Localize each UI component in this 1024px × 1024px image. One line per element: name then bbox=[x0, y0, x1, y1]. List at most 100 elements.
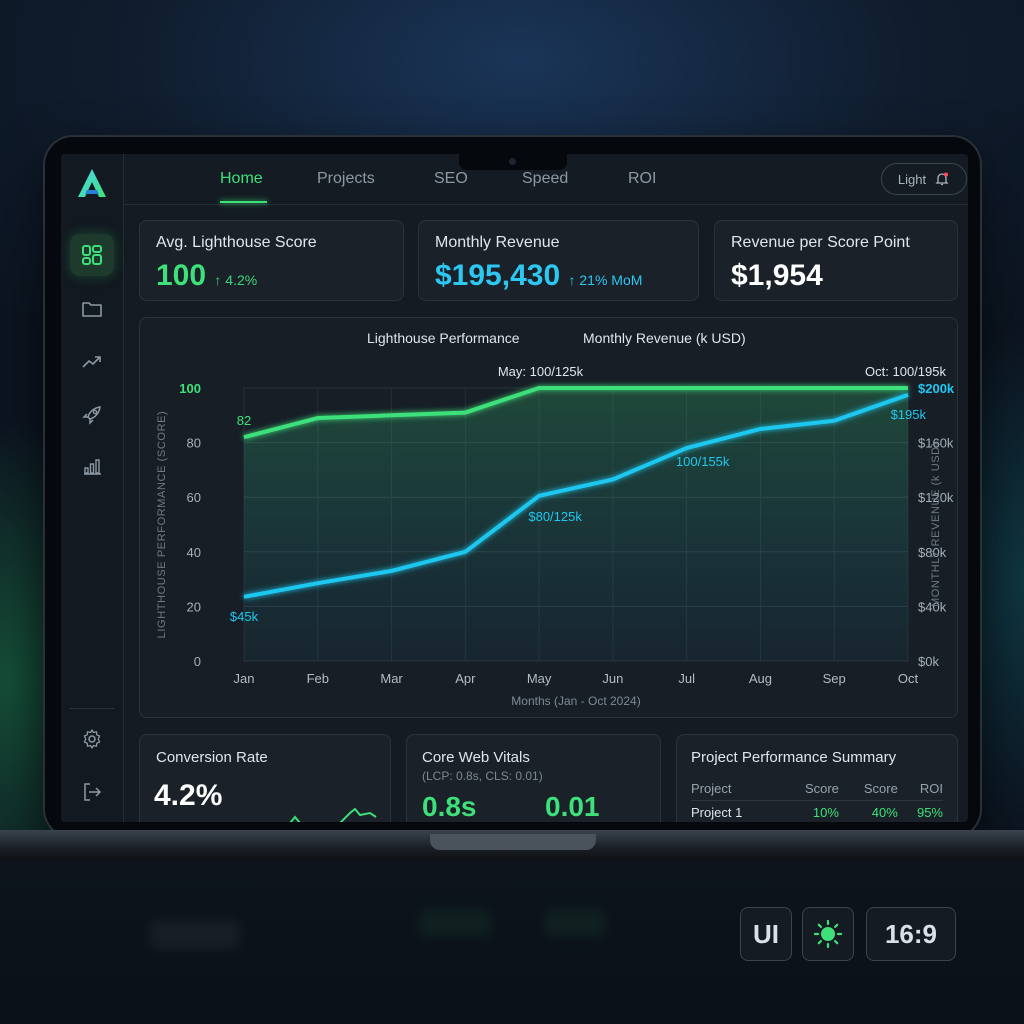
x-tick-label: Jun bbox=[602, 671, 623, 686]
cls-value: 0.01 bbox=[545, 791, 600, 822]
x-tick-label: Apr bbox=[455, 671, 476, 686]
chart-annotation: 82 bbox=[237, 413, 251, 428]
right-tick-label: $200k bbox=[918, 381, 955, 396]
tab-seo[interactable]: SEO bbox=[434, 170, 468, 187]
laptop-base bbox=[0, 830, 1024, 860]
x-tick-label: Aug bbox=[749, 671, 772, 686]
web-vitals-subtitle: (LCP: 0.8s, CLS: 0.01) bbox=[422, 769, 543, 783]
table-row[interactable]: Project 1 10% 40% 95% bbox=[691, 801, 943, 823]
legend-label-lighthouse: Lighthouse Performance bbox=[367, 330, 520, 346]
kpi-delta: ↑ 21% MoM bbox=[568, 272, 643, 288]
table-header-row: Project Score Score ROI bbox=[691, 777, 943, 801]
lcp-value: 0.8s bbox=[422, 791, 477, 822]
kpi-card-revenue[interactable]: Monthly Revenue $195,430 ↑ 21% MoM bbox=[418, 220, 699, 301]
web-vitals-card[interactable]: Core Web Vitals (LCP: 0.8s, CLS: 0.01) 0… bbox=[406, 734, 661, 822]
lighthouse-line bbox=[243, 386, 908, 440]
sidebar-item-settings[interactable] bbox=[70, 718, 114, 760]
top-navigation: Home Projects SEO Speed ROI Light bbox=[123, 154, 968, 205]
col-header: Score bbox=[863, 781, 898, 796]
laptop-screen: Home Projects SEO Speed ROI Light Avg. L… bbox=[61, 154, 968, 822]
kpi-title: Avg. Lighthouse Score bbox=[156, 234, 317, 251]
chart-annotation: 100/155k bbox=[676, 454, 730, 469]
table-cell: Project 1 bbox=[691, 805, 743, 820]
chart-annotation: Oct: 100/195k bbox=[865, 364, 946, 379]
sidebar-item-dashboard[interactable] bbox=[70, 234, 114, 276]
sidebar-item-trends[interactable] bbox=[70, 341, 114, 383]
summary-table: Project Score Score ROI Project 1 10% 40… bbox=[691, 777, 943, 822]
conversion-sparkline bbox=[289, 807, 377, 822]
col-header: ROI bbox=[919, 781, 943, 796]
summary-title: Project Performance Summary bbox=[691, 749, 897, 766]
aspect-ratio-badge: 16:9 bbox=[866, 907, 956, 961]
sidebar-item-reports[interactable] bbox=[70, 446, 114, 488]
chart-annotation: May: 100/125k bbox=[498, 364, 584, 379]
active-tab-indicator bbox=[220, 201, 267, 203]
bar-chart-icon bbox=[84, 459, 101, 475]
kpi-delta: ↑ 4.2% bbox=[214, 272, 258, 288]
right-tick-label: $160k bbox=[918, 436, 954, 451]
camera-notch bbox=[459, 154, 567, 170]
light-mode-badge[interactable] bbox=[802, 907, 854, 961]
project-summary-card[interactable]: Project Performance Summary Project Scor… bbox=[676, 734, 958, 822]
kpi-title: Monthly Revenue bbox=[435, 234, 560, 251]
performance-revenue-chart: 0 20 40 60 80 100 $0k $40k $80k $120k $160k $200k Ja… bbox=[156, 330, 955, 708]
tab-roi[interactable]: ROI bbox=[628, 170, 657, 187]
legend-label-revenue: Monthly Revenue (k USD) bbox=[583, 330, 746, 346]
sidebar bbox=[61, 154, 124, 822]
right-tick-label: $0k bbox=[918, 654, 939, 669]
left-tick-label: 60 bbox=[187, 490, 201, 505]
sidebar-item-projects[interactable] bbox=[70, 288, 114, 330]
table-cell: 40% bbox=[871, 805, 898, 820]
theme-toggle[interactable]: Light bbox=[881, 163, 967, 195]
x-tick-label: Jan bbox=[234, 671, 255, 686]
chart-annotation: $45k bbox=[230, 609, 259, 624]
sun-icon bbox=[813, 919, 843, 949]
kpi-value: 100 bbox=[156, 259, 207, 292]
left-tick-label: 20 bbox=[187, 599, 201, 614]
app-logo[interactable] bbox=[75, 166, 109, 200]
col-header: Project bbox=[691, 781, 732, 796]
left-tick-label: 100 bbox=[179, 381, 201, 396]
rocket-icon bbox=[82, 406, 101, 425]
left-tick-label: 40 bbox=[187, 545, 201, 560]
theme-toggle-label: Light bbox=[897, 171, 927, 187]
trending-icon bbox=[82, 356, 101, 368]
kpi-value-row: 100 ↑ 4.2% bbox=[156, 259, 257, 293]
left-axis-title: LIGHTHOUSE PERFORMANCE (SCORE) bbox=[156, 411, 168, 639]
kpi-card-revenue-per-point[interactable]: Revenue per Score Point $1,954 bbox=[714, 220, 958, 301]
folder-icon bbox=[82, 302, 102, 317]
web-vitals-title: Core Web Vitals bbox=[422, 749, 530, 766]
x-tick-label: Oct bbox=[898, 671, 919, 686]
x-tick-label: May bbox=[527, 671, 552, 686]
sidebar-item-speed[interactable] bbox=[70, 394, 114, 436]
table-cell: 95% bbox=[916, 805, 943, 820]
kpi-value: $1,954 bbox=[731, 259, 823, 292]
right-tick-label: $120k bbox=[918, 490, 954, 505]
table-cell: 10% bbox=[812, 805, 839, 820]
kpi-value-row: $195,430 ↑ 21% MoM bbox=[435, 259, 642, 293]
kpi-card-lighthouse[interactable]: Avg. Lighthouse Score 100 ↑ 4.2% bbox=[139, 220, 404, 301]
ui-badge: UI bbox=[740, 907, 792, 961]
kpi-value: $195,430 bbox=[435, 259, 561, 292]
right-tick-label: $80k bbox=[918, 545, 947, 560]
x-tick-label: Jul bbox=[678, 671, 695, 686]
tab-home[interactable]: Home bbox=[220, 170, 263, 187]
conversion-card[interactable]: Conversion Rate 4.2% bbox=[139, 734, 391, 822]
tab-projects[interactable]: Projects bbox=[317, 170, 375, 187]
kpi-title: Revenue per Score Point bbox=[731, 234, 910, 251]
right-tick-label: $40k bbox=[918, 599, 947, 614]
left-tick-label: 80 bbox=[187, 436, 201, 451]
x-tick-label: Sep bbox=[823, 671, 846, 686]
conversion-title: Conversion Rate bbox=[156, 749, 268, 766]
left-tick-label: 0 bbox=[194, 654, 201, 669]
sidebar-item-logout[interactable] bbox=[70, 771, 114, 813]
x-tick-label: Mar bbox=[380, 671, 403, 686]
notification-bell-icon bbox=[935, 172, 949, 186]
x-tick-label: Feb bbox=[307, 671, 329, 686]
tab-speed[interactable]: Speed bbox=[522, 170, 569, 187]
revenue-line bbox=[243, 392, 909, 599]
conversion-value: 4.2% bbox=[154, 779, 223, 812]
settings-icon bbox=[83, 729, 101, 749]
lighthouse-area bbox=[244, 388, 908, 661]
col-header: Score bbox=[804, 781, 839, 796]
